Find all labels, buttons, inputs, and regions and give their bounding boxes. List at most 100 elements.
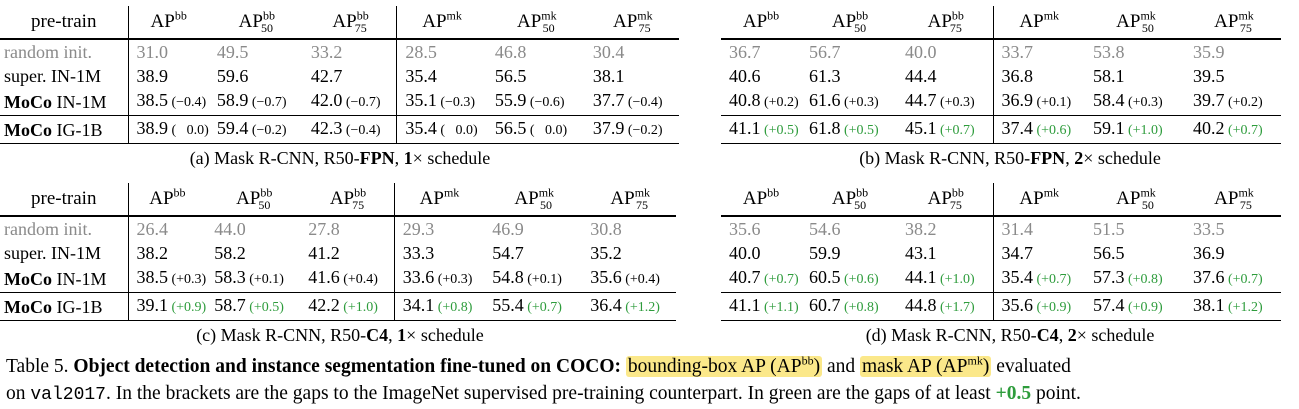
table-cell: 40.2 (+0.7) [1185, 115, 1281, 144]
table-cell: 61.3 [809, 66, 841, 86]
table-cell: 37.6 (+0.7) [1185, 265, 1281, 293]
results-table: pre-train APbb APbb50 APbb75 APmk APmk50 APmk7… [0, 183, 677, 321]
row-label: MoCo IN-1M [0, 265, 129, 293]
table-cell: 39.1 (+0.9) [128, 292, 207, 321]
table-cell: 36.9 [1193, 243, 1225, 263]
table-cell: 39.5 [1193, 66, 1225, 86]
table-cell: 35.2 [590, 243, 622, 263]
gap-value: (+0.6) [840, 272, 879, 287]
table-cell: 36.7 [721, 38, 801, 64]
header-ap50-bb: APbb50 [238, 8, 275, 35]
table-cell: 57.3 (+0.8) [1085, 265, 1185, 293]
table-cell: 35.1 (−0.3) [396, 88, 487, 116]
table-cell: 44.4 [897, 64, 994, 88]
table-cell: 33.7 [993, 38, 1085, 64]
gap-value: (+0.6) [1033, 123, 1072, 138]
gap-value: (+0.3) [434, 272, 473, 287]
table-cell: 38.1 (+1.2) [1185, 292, 1281, 321]
gap-value: (+1.1) [760, 300, 799, 315]
gap-value: (+1.7) [936, 300, 975, 315]
table-cell: 38.9 [136, 66, 169, 86]
table-cell: 42.7 [302, 64, 398, 88]
gap-value: (+0.1) [1033, 95, 1072, 110]
table-cell: 58.1 [1093, 66, 1125, 86]
table-cell: 41.6 (+0.4) [300, 265, 395, 293]
note-evaluated: evaluated [996, 356, 1071, 377]
table-cell: 58.9 (−0.7) [208, 88, 303, 116]
row-label: MoCo IG-1B [0, 292, 129, 321]
table-cell: 40.6 [729, 66, 761, 86]
table-cell: 36.8 [1001, 66, 1034, 86]
header-ap75-bb: APbb75 [302, 6, 398, 39]
header-ap50-mk: APmk50 [514, 185, 555, 212]
table-cell: 59.9 [809, 243, 841, 263]
table-cell: 60.5 (+0.6) [801, 265, 897, 293]
table-cell: 34.7 [1001, 243, 1034, 263]
header-pretrain: pre-train [0, 183, 129, 216]
gap-value: (+0.1) [245, 272, 284, 287]
table-cell: 41.2 [300, 241, 395, 265]
table-cell: 40.0 [897, 38, 994, 64]
table-panel-a: pre-train APbb APbb50 APbb75 APmk APmk50 APmk7… [0, 6, 679, 144]
table-row: random init. 31.0 49.5 33.2 28.5 46.8 30.4 [0, 38, 679, 64]
gap-value: (+1.0) [1124, 123, 1163, 138]
table-cell: 40.7 (+0.7) [721, 265, 801, 293]
gap-value: (+0.2) [760, 95, 799, 110]
header-row: APbb APbb50 APbb75 APmk APmk50 APmk75 [721, 183, 1281, 216]
table-row: 41.1 (+0.5) 61.8 (+0.5) 45.1 (+0.7) 37.4 (+… [721, 115, 1281, 144]
table-cell: 56.5 [1093, 243, 1125, 263]
highlight-mask: mask AP (APmk) [860, 353, 992, 377]
table-cell: 56.7 [801, 38, 897, 64]
gap-value: (+0.3) [1124, 95, 1163, 110]
header-ap75-mk: APmk75 [1214, 185, 1254, 212]
table-cell: 42.3 (−0.4) [302, 115, 398, 144]
table-row: 36.7 56.7 40.0 33.7 53.8 35.9 [721, 38, 1281, 64]
table-cell: 51.5 [1085, 215, 1185, 241]
gap-value: (+0.5) [760, 123, 799, 138]
table-cell: 55.9 (−0.6) [486, 88, 585, 116]
table-note: Table 5. Object detection and instance s… [6, 353, 1081, 409]
table-cell: 58.7 (+0.5) [206, 292, 301, 321]
table-number: Table 5. [6, 356, 69, 377]
table-cell: 35.6 [721, 215, 801, 241]
header-ap75-mk: APmk75 [1214, 8, 1254, 35]
table-title: Object detection and instance segmentati… [73, 356, 622, 377]
table-row: super. IN-1M 38.2 58.2 41.2 33.3 54.7 35.2 [0, 241, 676, 265]
split-name: val2017 [30, 385, 106, 405]
table-row: 40.7 (+0.7) 60.5 (+0.6) 44.1 (+1.0) 35.4 (+… [721, 265, 1281, 293]
table-cell: 46.9 [484, 215, 583, 241]
gap-value: (+0.3) [936, 95, 975, 110]
gap-value: (+1.2) [1224, 300, 1263, 315]
row-label: MoCo IN-1M [0, 88, 129, 116]
gap-value: (+0.9) [168, 300, 207, 315]
gap-value: (−0.4) [624, 95, 663, 110]
table-cell: 33.2 [302, 38, 398, 64]
table-cell: 38.5 (+0.3) [128, 265, 207, 293]
gap-value: (−0.7) [248, 95, 287, 110]
table-cell: 37.7 (−0.4) [584, 88, 679, 116]
moco-label: MoCo [4, 119, 52, 140]
table-cell: 61.8 (+0.5) [801, 115, 897, 144]
header-ap75-mk: APmk75 [613, 8, 653, 35]
table-cell: 58.2 [214, 243, 246, 263]
row-label: random init. [0, 215, 129, 241]
table-row: 35.6 54.6 38.2 31.4 51.5 33.5 [721, 215, 1281, 241]
table-cell: 35.6 (+0.9) [993, 292, 1085, 321]
table-cell: 35.6 (+0.4) [582, 265, 677, 293]
gap-value: (+0.5) [840, 123, 879, 138]
header-ap-bb: APbb [150, 8, 187, 32]
table-cell: 56.5 [494, 66, 527, 86]
table-panel-b: APbb APbb50 APbb75 APmk APmk50 APmk75 36.7 56.7… [721, 6, 1281, 144]
gap-value: (+0.4) [621, 272, 660, 287]
table-cell: 39.7 (+0.2) [1185, 88, 1281, 116]
table-cell: 38.9 ( 0.0) [128, 115, 209, 144]
table-cell: 37.9 (−0.2) [584, 115, 679, 144]
moco-label: MoCo [4, 296, 52, 317]
table-cell: 44.8 (+1.7) [897, 292, 994, 321]
gap-value: (+0.7) [1224, 272, 1263, 287]
table-cell: 40.0 [729, 243, 761, 263]
header-ap-bb: APbb [742, 8, 780, 32]
results-table: APbb APbb50 APbb75 APmk APmk50 APmk75 35.6 54.6… [721, 183, 1281, 321]
table-panel-c: pre-train APbb APbb50 APbb75 APmk APmk50 APmk7… [0, 183, 677, 321]
header-ap50-bb: APbb50 [831, 185, 869, 212]
